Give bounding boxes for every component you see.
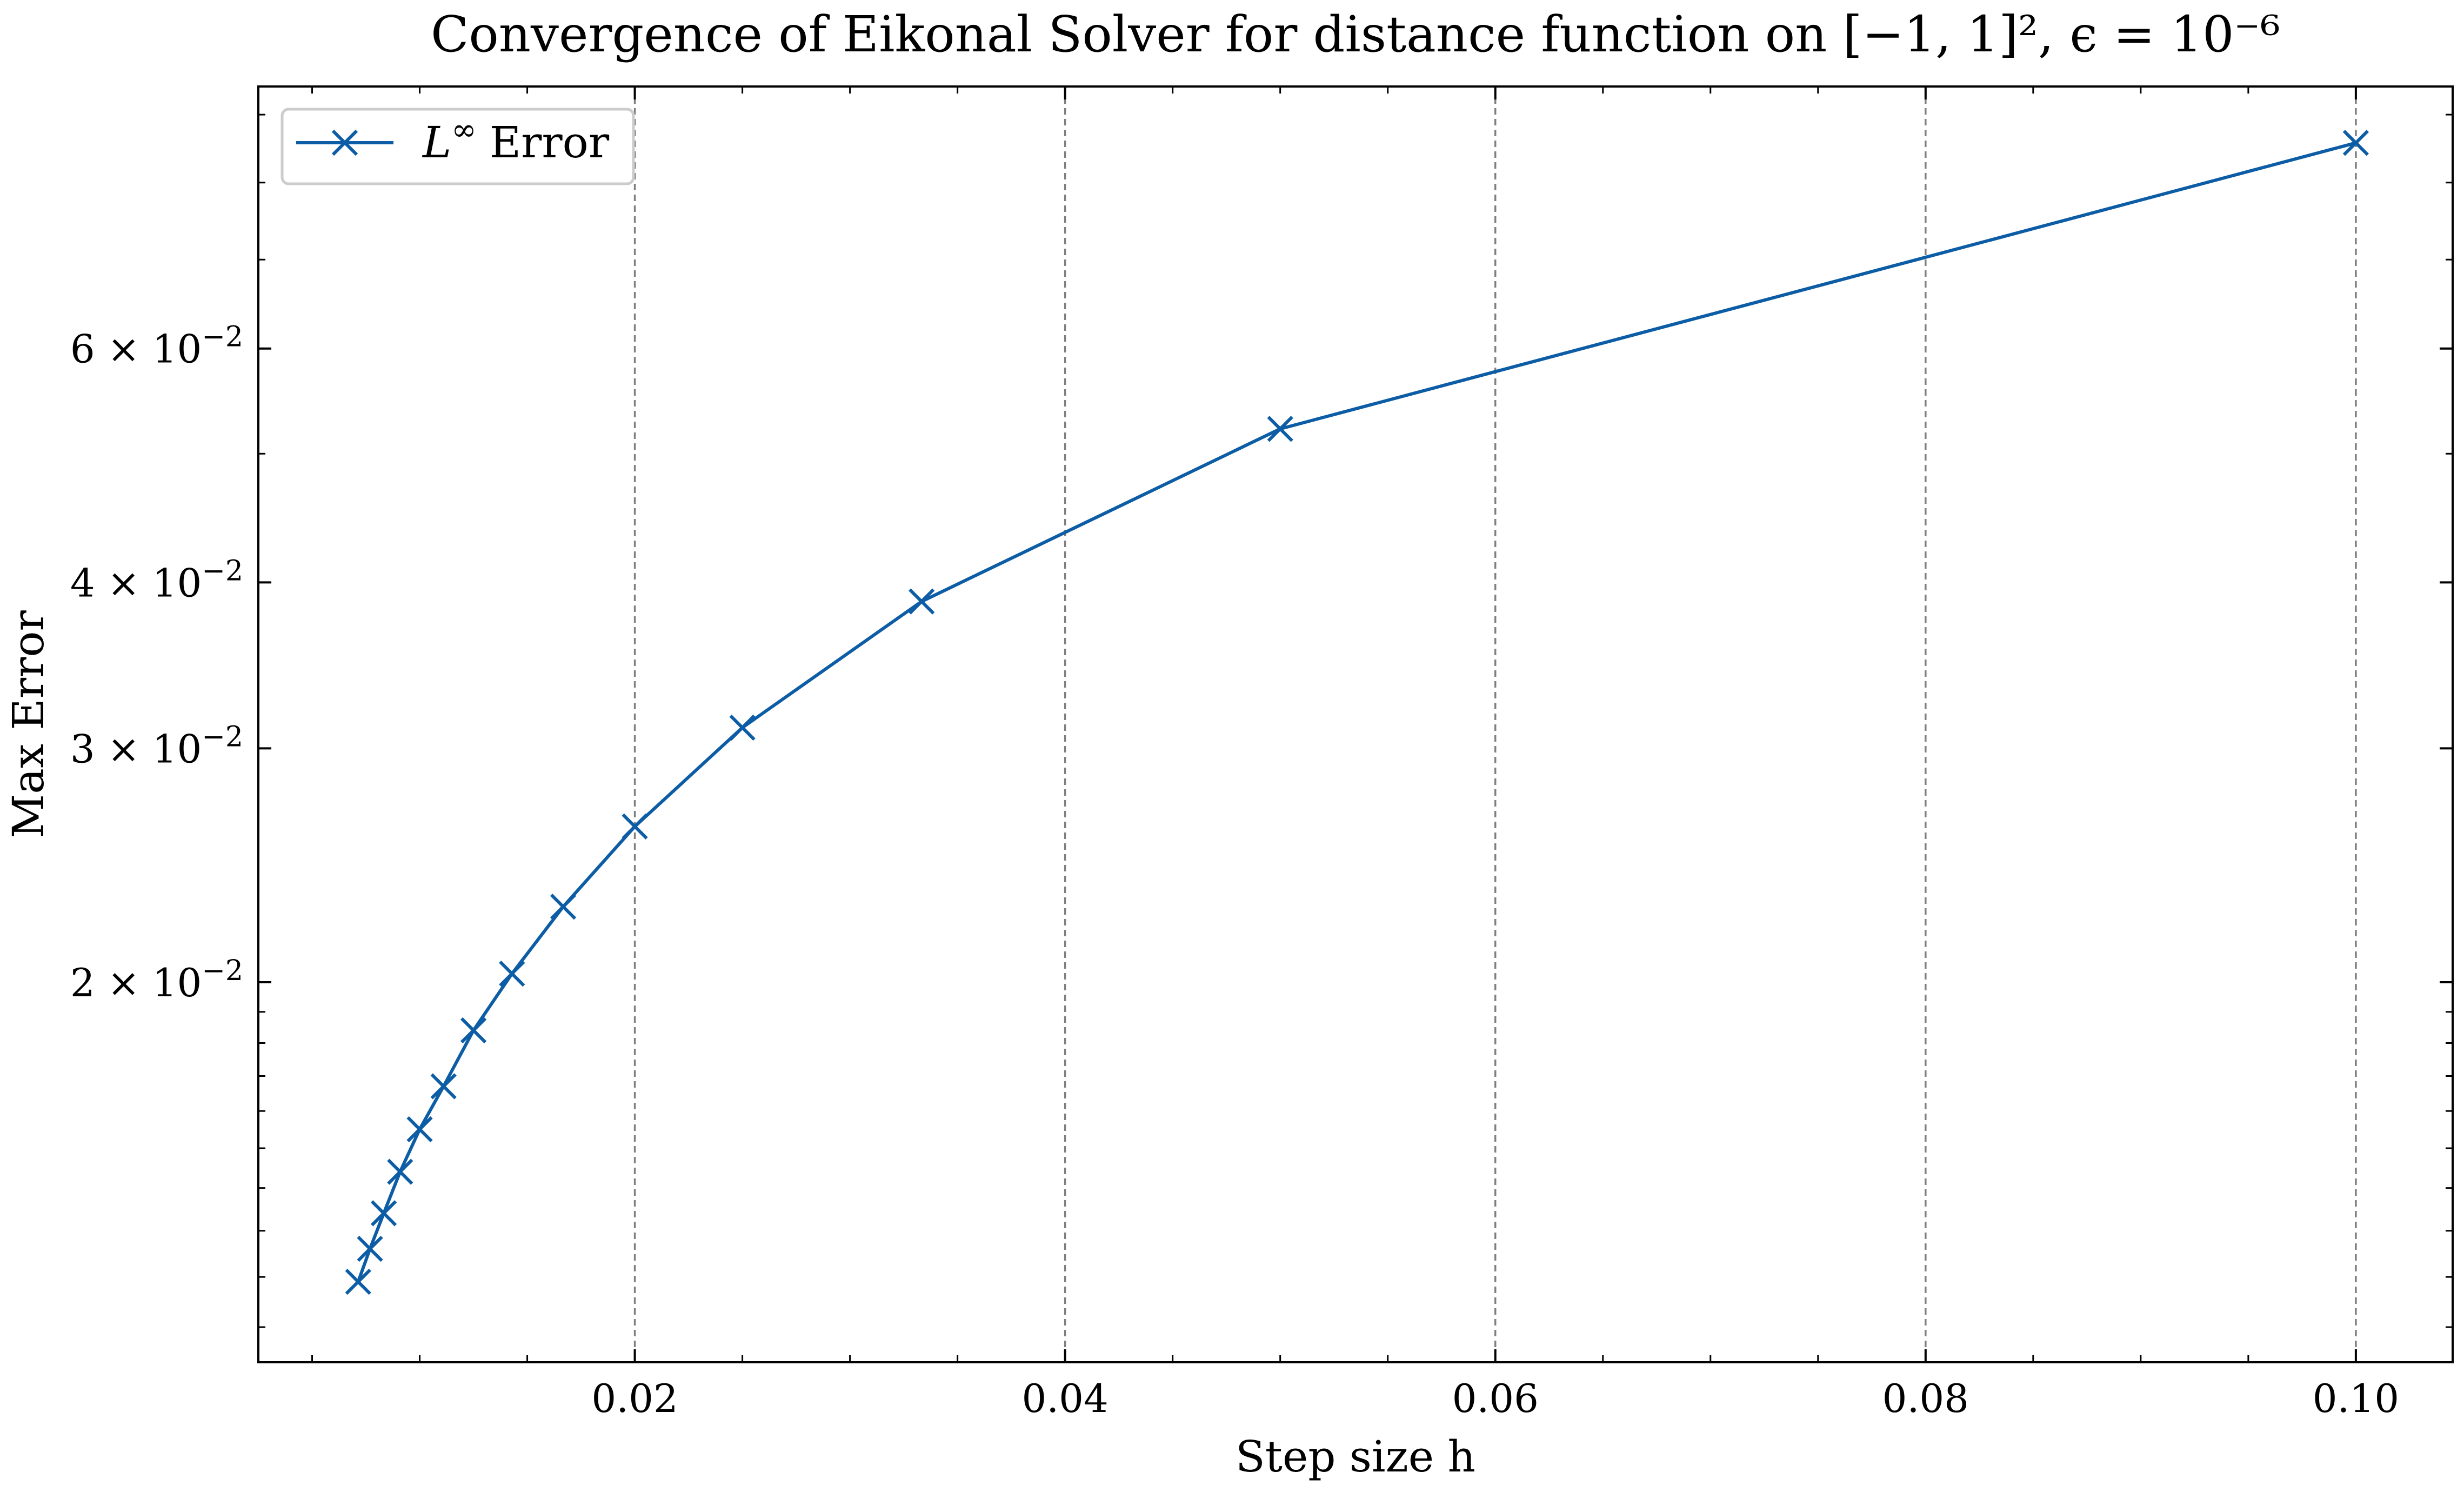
legend: L∞ Error xyxy=(281,108,635,185)
legend-box xyxy=(281,108,635,185)
x-tick-label: 0.08 xyxy=(1882,1376,1969,1421)
y-tick-label: 6 × 10−2 xyxy=(70,321,243,372)
data-point-marker xyxy=(357,1235,383,1262)
series-line xyxy=(356,141,2356,1283)
x-axis-ticks: 0.02 0.04 0.06 0.08 0.10 xyxy=(311,86,2399,1421)
y-tick-label: 2 × 10−2 xyxy=(70,955,243,1005)
x-tick-label: 0.06 xyxy=(1452,1376,1539,1421)
data-point-marker xyxy=(406,1116,433,1143)
data-point-marker xyxy=(622,813,648,840)
data-point-marker xyxy=(729,714,756,741)
y-tick-label: 4 × 10−2 xyxy=(70,555,243,605)
data-point-marker xyxy=(387,1158,413,1185)
data-point-marker xyxy=(499,961,525,987)
plot-frame xyxy=(257,85,2454,1363)
data-point-marker xyxy=(2342,130,2369,156)
legend-marker xyxy=(296,129,393,156)
chart-title: Convergence of Eikonal Solver for distan… xyxy=(431,5,2280,63)
x-axis-label: Step size h xyxy=(1236,1431,1475,1482)
data-point-marker xyxy=(1267,416,1293,442)
x-tick-label: 0.02 xyxy=(591,1376,678,1421)
data-point-marker xyxy=(909,588,935,615)
data-point-marker xyxy=(460,1017,487,1044)
y-tick-label: 3 × 10−2 xyxy=(70,721,243,771)
gridlines xyxy=(633,86,2357,1362)
data-point-marker xyxy=(345,1268,371,1295)
legend-x-marker xyxy=(331,129,358,156)
y-axis-label: Max Error xyxy=(3,610,54,838)
series-layer xyxy=(345,130,2369,1295)
x-tick-label: 0.04 xyxy=(1021,1376,1108,1421)
x-tick-label: 0.10 xyxy=(2313,1376,2399,1421)
legend-label: L∞ Error xyxy=(422,112,610,168)
y-axis-ticks: 2 × 10−2 3 × 10−2 4 × 10−2 6 × 10−2 xyxy=(70,114,2453,1328)
data-point-marker xyxy=(370,1200,397,1227)
data-point-marker xyxy=(550,894,577,920)
data-point-marker xyxy=(430,1073,457,1100)
